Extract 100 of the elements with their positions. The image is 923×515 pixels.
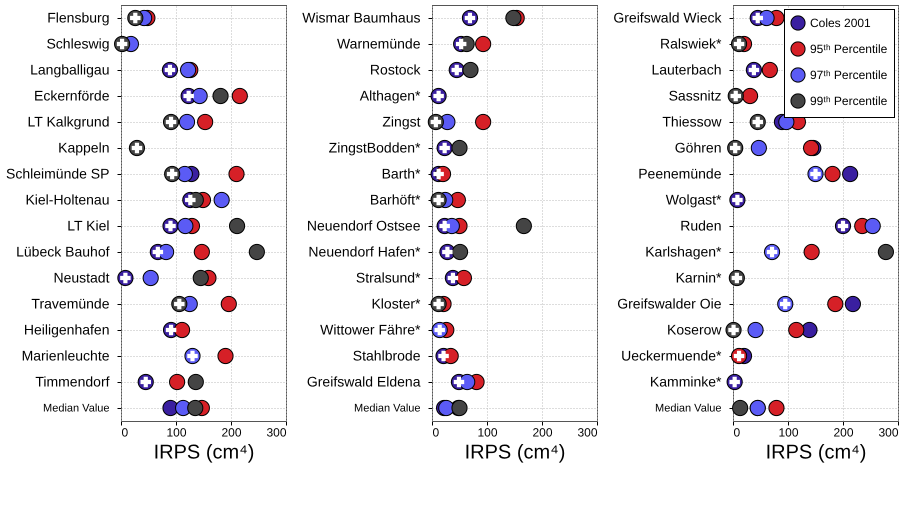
y-tick-label: Ralswiek* <box>660 36 722 52</box>
x-axis-title: IRPS (cm⁴) <box>154 442 254 464</box>
y-tick-label: Kamminke* <box>650 374 722 390</box>
y-tick-label: Thiessow <box>662 114 722 130</box>
x-tick-label: 100 <box>778 426 799 440</box>
point <box>228 218 246 234</box>
y-tick-label: Zingst <box>382 114 421 130</box>
y-tick-label: Schleimünde SP <box>6 166 110 182</box>
y-tick-label: Median Value <box>655 402 722 414</box>
legend-label: 99ᵗʰ Percentile <box>810 94 888 108</box>
point <box>762 62 778 78</box>
y-tick-label: Peenemünde <box>638 166 722 182</box>
y-tick-label: Warnemünde <box>336 36 421 52</box>
y-tick-label: Kloster* <box>371 296 422 312</box>
point <box>475 36 492 52</box>
point <box>178 114 196 130</box>
point <box>742 88 758 104</box>
y-tick-label: LT Kiel <box>67 218 110 234</box>
y-tick-label: Rostock <box>370 62 422 78</box>
point <box>788 322 804 338</box>
y-tick-label: Wittower Fähre* <box>320 322 422 338</box>
legend-label: 95ᵗʰ Percentile <box>810 42 888 56</box>
point <box>804 244 820 260</box>
x-axis-title: IRPS (cm⁴) <box>464 442 566 464</box>
x-tick-label: 300 <box>577 426 598 440</box>
point <box>462 62 479 78</box>
point <box>142 270 159 286</box>
y-tick-label: Kiel-Holtenau <box>25 192 110 208</box>
point <box>187 400 204 416</box>
point <box>505 10 522 26</box>
point <box>456 270 472 286</box>
point <box>217 348 234 364</box>
y-tick-label: ZingstBodden* <box>328 140 422 156</box>
point <box>214 192 230 208</box>
y-tick-label: Koserow <box>667 322 722 338</box>
x-tick-label: 0 <box>122 426 128 440</box>
y-tick-label: Heiligenhafen <box>24 322 110 338</box>
point <box>456 38 466 50</box>
legend-label: 97ᵗʰ Percentile <box>810 68 888 82</box>
y-tick-label: Karlshagen* <box>645 244 722 260</box>
x-tick-label: 200 <box>833 426 854 440</box>
point <box>844 296 861 312</box>
point <box>864 218 881 234</box>
x-tick-label: 200 <box>221 426 242 440</box>
y-tick-label: Median Value <box>43 402 110 414</box>
point <box>197 114 214 130</box>
point <box>475 114 492 130</box>
y-tick-label: Kappeln <box>58 140 110 156</box>
y-tick-label: Lauterbach <box>651 62 722 78</box>
point <box>194 244 210 260</box>
point <box>516 218 532 234</box>
point <box>878 244 894 260</box>
y-tick-label: Barhöft* <box>370 192 422 208</box>
y-tick-label: Langballigau <box>30 62 110 78</box>
point <box>842 166 858 182</box>
point <box>232 88 248 104</box>
point <box>188 374 204 390</box>
y-tick-label: Timmendorf <box>35 374 110 390</box>
y-tick-label: Stralsund* <box>356 270 422 286</box>
x-tick-label: 0 <box>432 426 440 440</box>
point <box>827 296 844 312</box>
y-tick-label: Flensburg <box>47 10 110 26</box>
point <box>174 322 190 338</box>
point <box>452 244 468 260</box>
y-tick-label: Ruden <box>680 218 722 234</box>
y-tick-label: LT Kalkgrund <box>28 114 110 130</box>
y-tick-label: Barth* <box>382 166 422 182</box>
y-tick-label: Göhren <box>674 140 722 156</box>
point <box>220 296 237 312</box>
x-tick-label: 100 <box>166 426 187 440</box>
y-tick-label: Neustadt <box>53 270 110 286</box>
x-tick-label: 300 <box>878 426 899 440</box>
point <box>768 400 785 416</box>
point <box>824 166 841 182</box>
point <box>192 270 209 286</box>
y-tick-label: Eckernförde <box>34 88 110 104</box>
y-tick-label: Neuendorf Ostsee <box>306 218 421 234</box>
x-tick-label: 200 <box>532 426 553 440</box>
point <box>801 322 818 338</box>
y-tick-label: Ueckermuende* <box>621 348 722 364</box>
point <box>747 322 764 338</box>
y-tick-label: Sassnitz <box>668 88 722 104</box>
legend-label: Coles 2001 <box>810 16 872 30</box>
y-tick-label: Lübeck Bauhof <box>16 244 110 260</box>
point <box>750 140 767 156</box>
x-tick-label: 300 <box>266 426 287 440</box>
point <box>177 218 194 234</box>
y-tick-label: Wismar Baumhaus <box>302 10 420 26</box>
point <box>248 244 265 260</box>
y-tick-label: Median Value <box>354 402 420 414</box>
x-tick-label: 0 <box>734 426 740 440</box>
y-tick-label: Schleswig <box>46 36 110 52</box>
x-tick-label: 100 <box>477 426 498 440</box>
point <box>228 166 245 182</box>
y-tick-label: Greifswald Wieck <box>613 10 722 26</box>
point <box>192 88 208 104</box>
y-tick-label: Neuendorf Hafen* <box>308 244 422 260</box>
y-tick-label: Wolgast* <box>666 192 722 208</box>
y-tick-label: Greifswalder Oie <box>617 296 722 312</box>
point <box>169 374 186 390</box>
